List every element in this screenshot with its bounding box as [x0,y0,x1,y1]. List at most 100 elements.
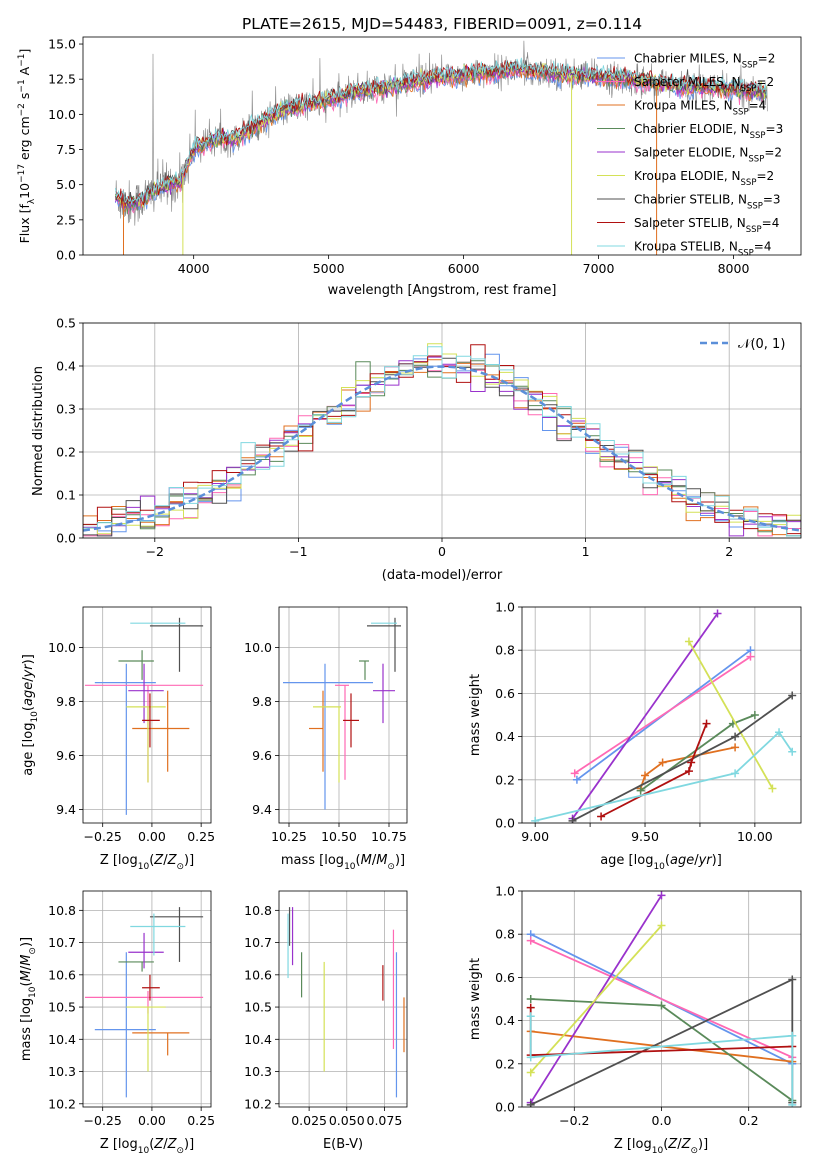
spectrum-y-axis-label: Flux [fλ10−17 erg cm−2 s−1 A−1] [17,49,37,244]
y-tick-label: 0.0 [56,531,76,546]
x-tick-label: 2 [725,544,733,559]
y-tick-label: 10.7 [48,935,76,950]
x-tick-label: 0.0 [652,1113,672,1128]
weight-marker [702,719,711,728]
weight-series [526,921,666,1077]
weight-marker [526,1053,535,1062]
mass-vs-ebv-panel: 0.025 0.050 0.075 10.2 10.3 10.4 10.5 10.6 10.7 1… [244,890,408,1152]
y-tick-label: 10.0 [244,640,272,655]
x-tick-label: 6000 [448,261,480,276]
weight-vs-metallicity-panel: −0.2 0.0 0.2 0.0 0.2 0.4 0.6 0.8 1.0 Z [log10(Z/… [468,884,802,1156]
x-tick-label: 9.00 [521,829,549,844]
weight-marker [526,1068,535,1077]
legend-entry: Kroupa ELODIE, NSSP=2 [634,169,774,188]
errorbar-point [359,660,369,680]
y-tick-label: 0.4 [495,729,515,744]
weight-series [684,637,777,793]
weight-marker [572,775,581,784]
weight-marker [775,728,784,737]
x-tick-label: 8000 [718,261,750,276]
y-tick-label: 10.0 [48,107,76,122]
x-tick-label: 0.00 [138,829,166,844]
weight-marker [568,816,577,823]
weight-line [534,730,793,822]
y-tick-label: 0.8 [495,927,515,942]
weight-marker [658,758,667,767]
y-tick-label: 10.3 [48,1064,76,1079]
x-tick-label: 10.00 [737,829,773,844]
weight-marker [526,936,535,945]
age-vs-mass-panel: 10.25 10.50 10.75 9.4 9.6 9.8 10.0 mass [log10… [244,606,408,872]
y-tick-label: 0.2 [495,772,515,787]
residuals-y-axis-label: Normed distribution [31,366,46,496]
y-tick-label: 10.4 [244,1032,272,1047]
age-mass-x-axis-label: mass [log10(M/M⊙)] [281,853,405,872]
y-tick-label: 0.0 [56,248,76,263]
mass-z-y-axis-label: mass [log10(M/M⊙)] [19,937,38,1061]
weight-marker [526,1012,535,1021]
weight-marker [731,743,740,752]
errorbar-point [313,706,341,783]
y-tick-label: 0.6 [495,970,515,985]
x-tick-label: 0.025 [291,1113,327,1128]
weight-age-y-axis-label: mass weight [468,674,483,756]
age-vs-metallicity-panel: −0.25 0.00 0.25 9.4 9.6 9.8 10.0 Z [log10(Z/Z⊙… [21,606,215,872]
x-tick-label: 0.075 [367,1113,403,1128]
weight-marker [788,691,797,700]
x-tick-label: −2 [146,544,164,559]
weight-marker [746,652,755,661]
y-tick-label: 2.5 [56,212,76,227]
x-tick-label: 5000 [313,261,345,276]
errorbar-point [94,952,156,1098]
errorbar-point [367,617,401,672]
weight-marker [597,812,606,821]
x-tick-label: 10.50 [321,829,357,844]
y-tick-label: 10.6 [48,967,76,982]
x-tick-label: 0.050 [329,1113,365,1128]
x-tick-label: 0 [438,544,446,559]
residuals-legend: 𝒩(0, 1) [700,337,785,352]
y-tick-label: 10.5 [244,1000,272,1015]
errorbar-point [343,693,359,748]
weight-line [530,939,793,1059]
x-tick-label: 10.75 [371,829,407,844]
weight-marker [768,784,777,793]
residual-histogram [83,346,801,538]
age-z-x-axis-label: Z [log10(Z/Z⊙)] [100,853,194,872]
gaussian-curve [83,365,801,532]
errorbar-point [335,684,349,780]
weight-marker [641,771,650,780]
weight-marker [788,747,797,756]
y-tick-label: 9.6 [252,748,272,763]
y-tick-label: 0.1 [56,488,76,503]
weight-marker [657,891,666,900]
x-tick-label: −0.25 [84,829,122,844]
y-tick-label: 0.5 [56,316,76,331]
y-tick-label: 0.8 [495,643,515,658]
weight-series [526,995,797,1105]
mass-ebv-x-axis-label: E(B-V) [323,1137,363,1152]
x-tick-label: −0.2 [559,1113,589,1128]
errorbar-point [126,706,166,783]
weight-z-x-axis-label: Z [log10(Z/Z⊙)] [614,1137,708,1156]
x-tick-label: 0.00 [138,1113,166,1128]
errorbar-point [132,690,190,772]
weight-marker [687,758,696,767]
y-tick-label: 1.0 [495,600,515,615]
weight-marker [731,732,740,741]
weight-marker [570,769,579,778]
residuals-panel: −2 −1 0 1 2 0.0 0.1 0.2 0.3 0.4 0.5 𝒩(0, 1) (data-… [31,316,802,583]
y-tick-label: 10.2 [48,1096,76,1111]
y-tick-label: 9.4 [252,802,272,817]
y-tick-label: 10.0 [48,640,76,655]
weight-marker [526,1100,535,1107]
x-tick-label: 10.25 [271,829,307,844]
y-tick-label: 9.8 [252,694,272,709]
errorbar-point [309,690,324,772]
y-tick-label: 7.5 [56,142,76,157]
residuals-x-axis-label: (data-model)/error [382,568,503,583]
y-tick-label: 10.2 [244,1096,272,1111]
weight-line [639,746,736,789]
errorbar-point [128,663,164,724]
